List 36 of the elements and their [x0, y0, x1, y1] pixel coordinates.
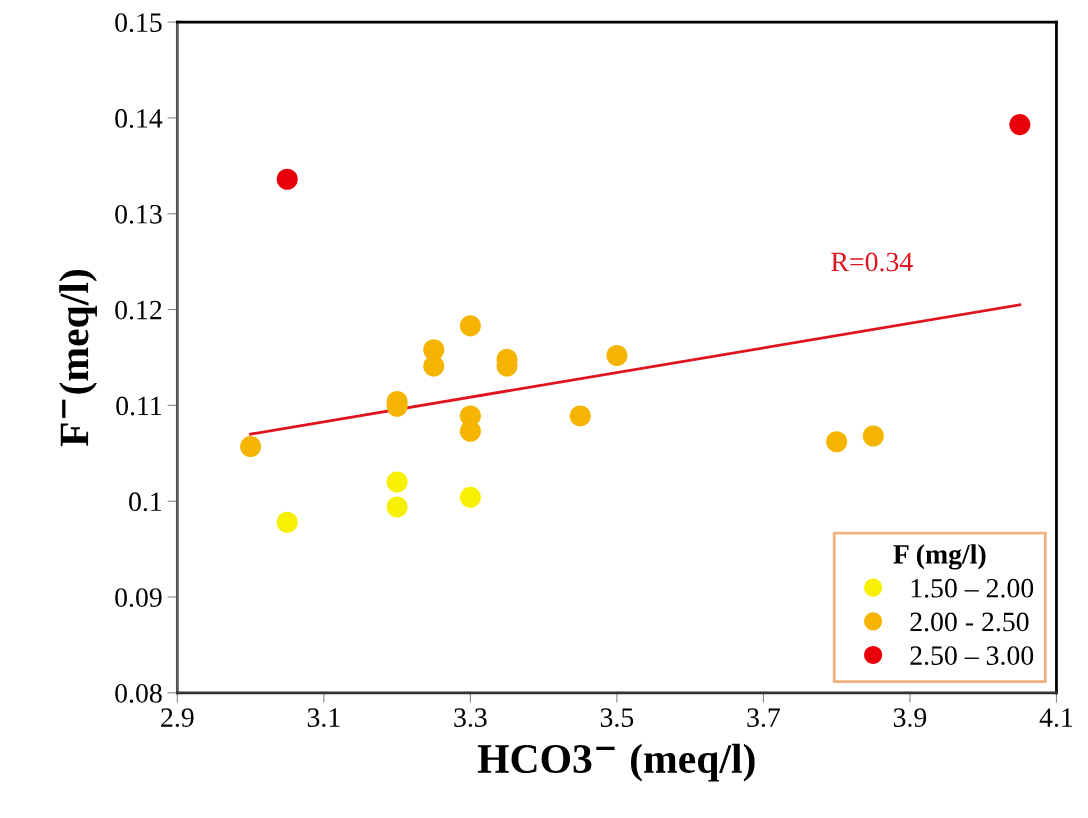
point: [569, 405, 591, 427]
point: [459, 486, 481, 508]
point: [606, 345, 628, 367]
point: [240, 436, 262, 458]
legend-label: 2.50 – 3.00: [910, 646, 1034, 666]
point: [826, 431, 848, 453]
point: [386, 471, 408, 493]
legend-title: F (mg/l): [893, 544, 986, 570]
y-tick-label: 0.09: [115, 588, 162, 608]
y-tick-label: 0.08: [115, 684, 162, 703]
point: [862, 425, 884, 447]
x-tick-label: 3.7: [747, 708, 780, 728]
y-tick-label: 0.15: [115, 13, 162, 33]
x-tick-label: 4.1: [1039, 708, 1073, 728]
y-tick-label: 0.1: [129, 492, 162, 512]
point: [459, 420, 481, 442]
point: [459, 315, 481, 337]
point: [276, 511, 298, 533]
x-tick-label: 2.9: [161, 708, 194, 728]
point: [423, 355, 445, 377]
point: [386, 496, 408, 518]
y-tick-label: 0.12: [115, 300, 162, 320]
x-tick-label: 3.5: [600, 708, 634, 728]
legend-label: 1.50 – 2.00: [911, 578, 1034, 598]
x-tick-label: 3.3: [454, 708, 487, 728]
y-tick-label: 0.13: [115, 204, 162, 224]
point: [276, 168, 298, 190]
y-tick-label: 0.14: [115, 109, 163, 128]
x-tick-label: 3.9: [893, 708, 927, 728]
x-axis-title: HCO3$^{−}$ (meq/l): [477, 743, 755, 782]
annotation: R=0.34: [831, 252, 913, 272]
y-tick-label: 0.11: [116, 396, 162, 416]
x-tick-label: 3.1: [307, 708, 340, 728]
legend-label: 2.00 - 2.50: [910, 612, 1029, 632]
y-axis-title: F$^{−}$(meq/l): [59, 270, 97, 447]
point: [1009, 114, 1031, 136]
